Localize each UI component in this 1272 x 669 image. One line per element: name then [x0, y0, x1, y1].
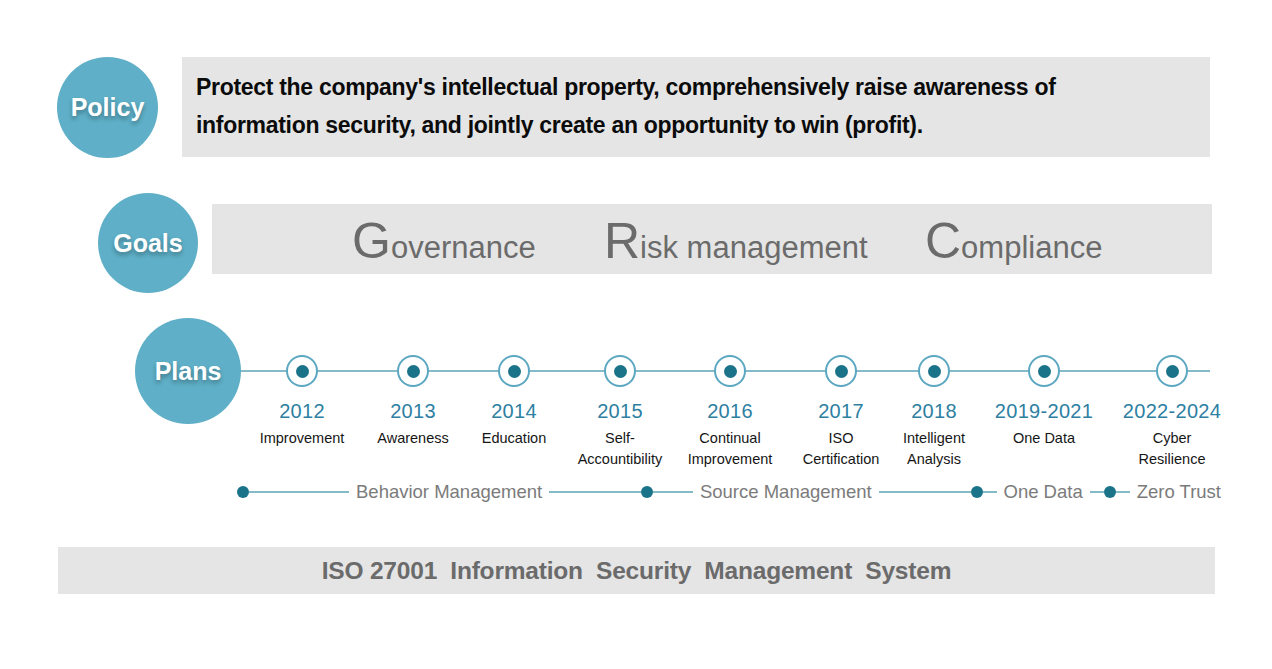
timeline-node-dot: [1166, 365, 1179, 378]
goals-badge-label: Goals: [113, 229, 182, 258]
timeline-node-icon: [1028, 355, 1060, 387]
phase-label-one-data: One Data: [1004, 481, 1083, 503]
phase-line: [983, 491, 997, 493]
timeline-node-dot: [724, 365, 737, 378]
milestone-year: 2018: [911, 400, 957, 423]
timeline-node-icon: [918, 355, 950, 387]
milestone-label: Awareness: [377, 428, 448, 449]
milestone-year: 2016: [707, 400, 753, 423]
goal-compliance: Compliance: [925, 216, 1102, 266]
phase-dot-icon: [971, 486, 983, 498]
footer-bar: ISO 27001 Information Security Managemen…: [58, 547, 1215, 594]
policy-statement: Protect the company's intellectual prope…: [182, 57, 1210, 144]
goal-risk-management: Risk management: [604, 216, 868, 266]
timeline-node-icon: [1156, 355, 1188, 387]
phase-label-source-management: Source Management: [700, 481, 872, 503]
goal-governance: Governance: [352, 216, 536, 266]
phase-line: [879, 491, 971, 493]
milestone-year: 2014: [491, 400, 537, 423]
milestone-label: Self- Accountibility: [578, 428, 663, 470]
footer-title: ISO 27001 Information Security Managemen…: [322, 557, 952, 585]
phase-line: [249, 491, 349, 493]
timeline-node-dot: [1038, 365, 1051, 378]
milestone-label: Intelligent Analysis: [903, 428, 965, 470]
milestone-year: 2012: [279, 400, 325, 423]
milestone-year: 2017: [818, 400, 864, 423]
timeline-node-icon: [714, 355, 746, 387]
milestone-label: Continual Improvement: [688, 428, 773, 470]
milestone-year: 2019-2021: [995, 400, 1093, 423]
goal-initial: C: [925, 213, 961, 269]
phase-line: [1090, 491, 1104, 493]
goal-initial: R: [604, 213, 640, 269]
goal-initial: G: [352, 213, 391, 269]
policy-panel: Protect the company's intellectual prope…: [182, 57, 1210, 157]
timeline-node-dot: [614, 365, 627, 378]
phase-line: [653, 491, 693, 493]
goal-rest: isk management: [640, 230, 867, 265]
phase-dot-icon: [1104, 486, 1116, 498]
phase-dot-icon: [237, 486, 249, 498]
phase-label-behavior-management: Behavior Management: [356, 481, 542, 503]
timeline-node-dot: [835, 365, 848, 378]
timeline-node-icon: [397, 355, 429, 387]
milestone-label: One Data: [1013, 428, 1075, 449]
phase-line: [1116, 491, 1130, 493]
policy-badge: Policy: [57, 57, 158, 158]
milestone-year: 2015: [597, 400, 643, 423]
timeline-node-dot: [296, 365, 309, 378]
timeline-node-dot: [407, 365, 420, 378]
milestone-label: Cyber Resilience: [1139, 428, 1206, 470]
milestone-year: 2022-2024: [1123, 400, 1221, 423]
phases-row: Behavior Management Source Management On…: [237, 484, 1228, 500]
timeline-node-dot: [508, 365, 521, 378]
timeline-node-icon: [825, 355, 857, 387]
plans-badge: Plans: [135, 318, 241, 424]
timeline-node-icon: [498, 355, 530, 387]
timeline-node-icon: [286, 355, 318, 387]
timeline-node-icon: [604, 355, 636, 387]
phase-label-zero-trust: Zero Trust: [1137, 481, 1221, 503]
milestone-label: Improvement: [260, 428, 345, 449]
goals-badge: Goals: [98, 193, 198, 293]
phase-line: [549, 491, 641, 493]
milestone-2022-2024: 2022-2024 Cyber Resilience: [1102, 355, 1242, 470]
phase-dot-icon: [641, 486, 653, 498]
policy-badge-label: Policy: [71, 93, 145, 122]
goals-panel: Governance Risk management Compliance: [212, 204, 1212, 274]
milestone-year: 2013: [390, 400, 436, 423]
plans-badge-label: Plans: [155, 357, 222, 386]
milestone-2019-2021: 2019-2021 One Data: [974, 355, 1114, 449]
goal-rest: ompliance: [961, 230, 1102, 265]
goal-rest: overnance: [391, 230, 536, 265]
milestone-label: Education: [482, 428, 547, 449]
timeline-node-dot: [928, 365, 941, 378]
